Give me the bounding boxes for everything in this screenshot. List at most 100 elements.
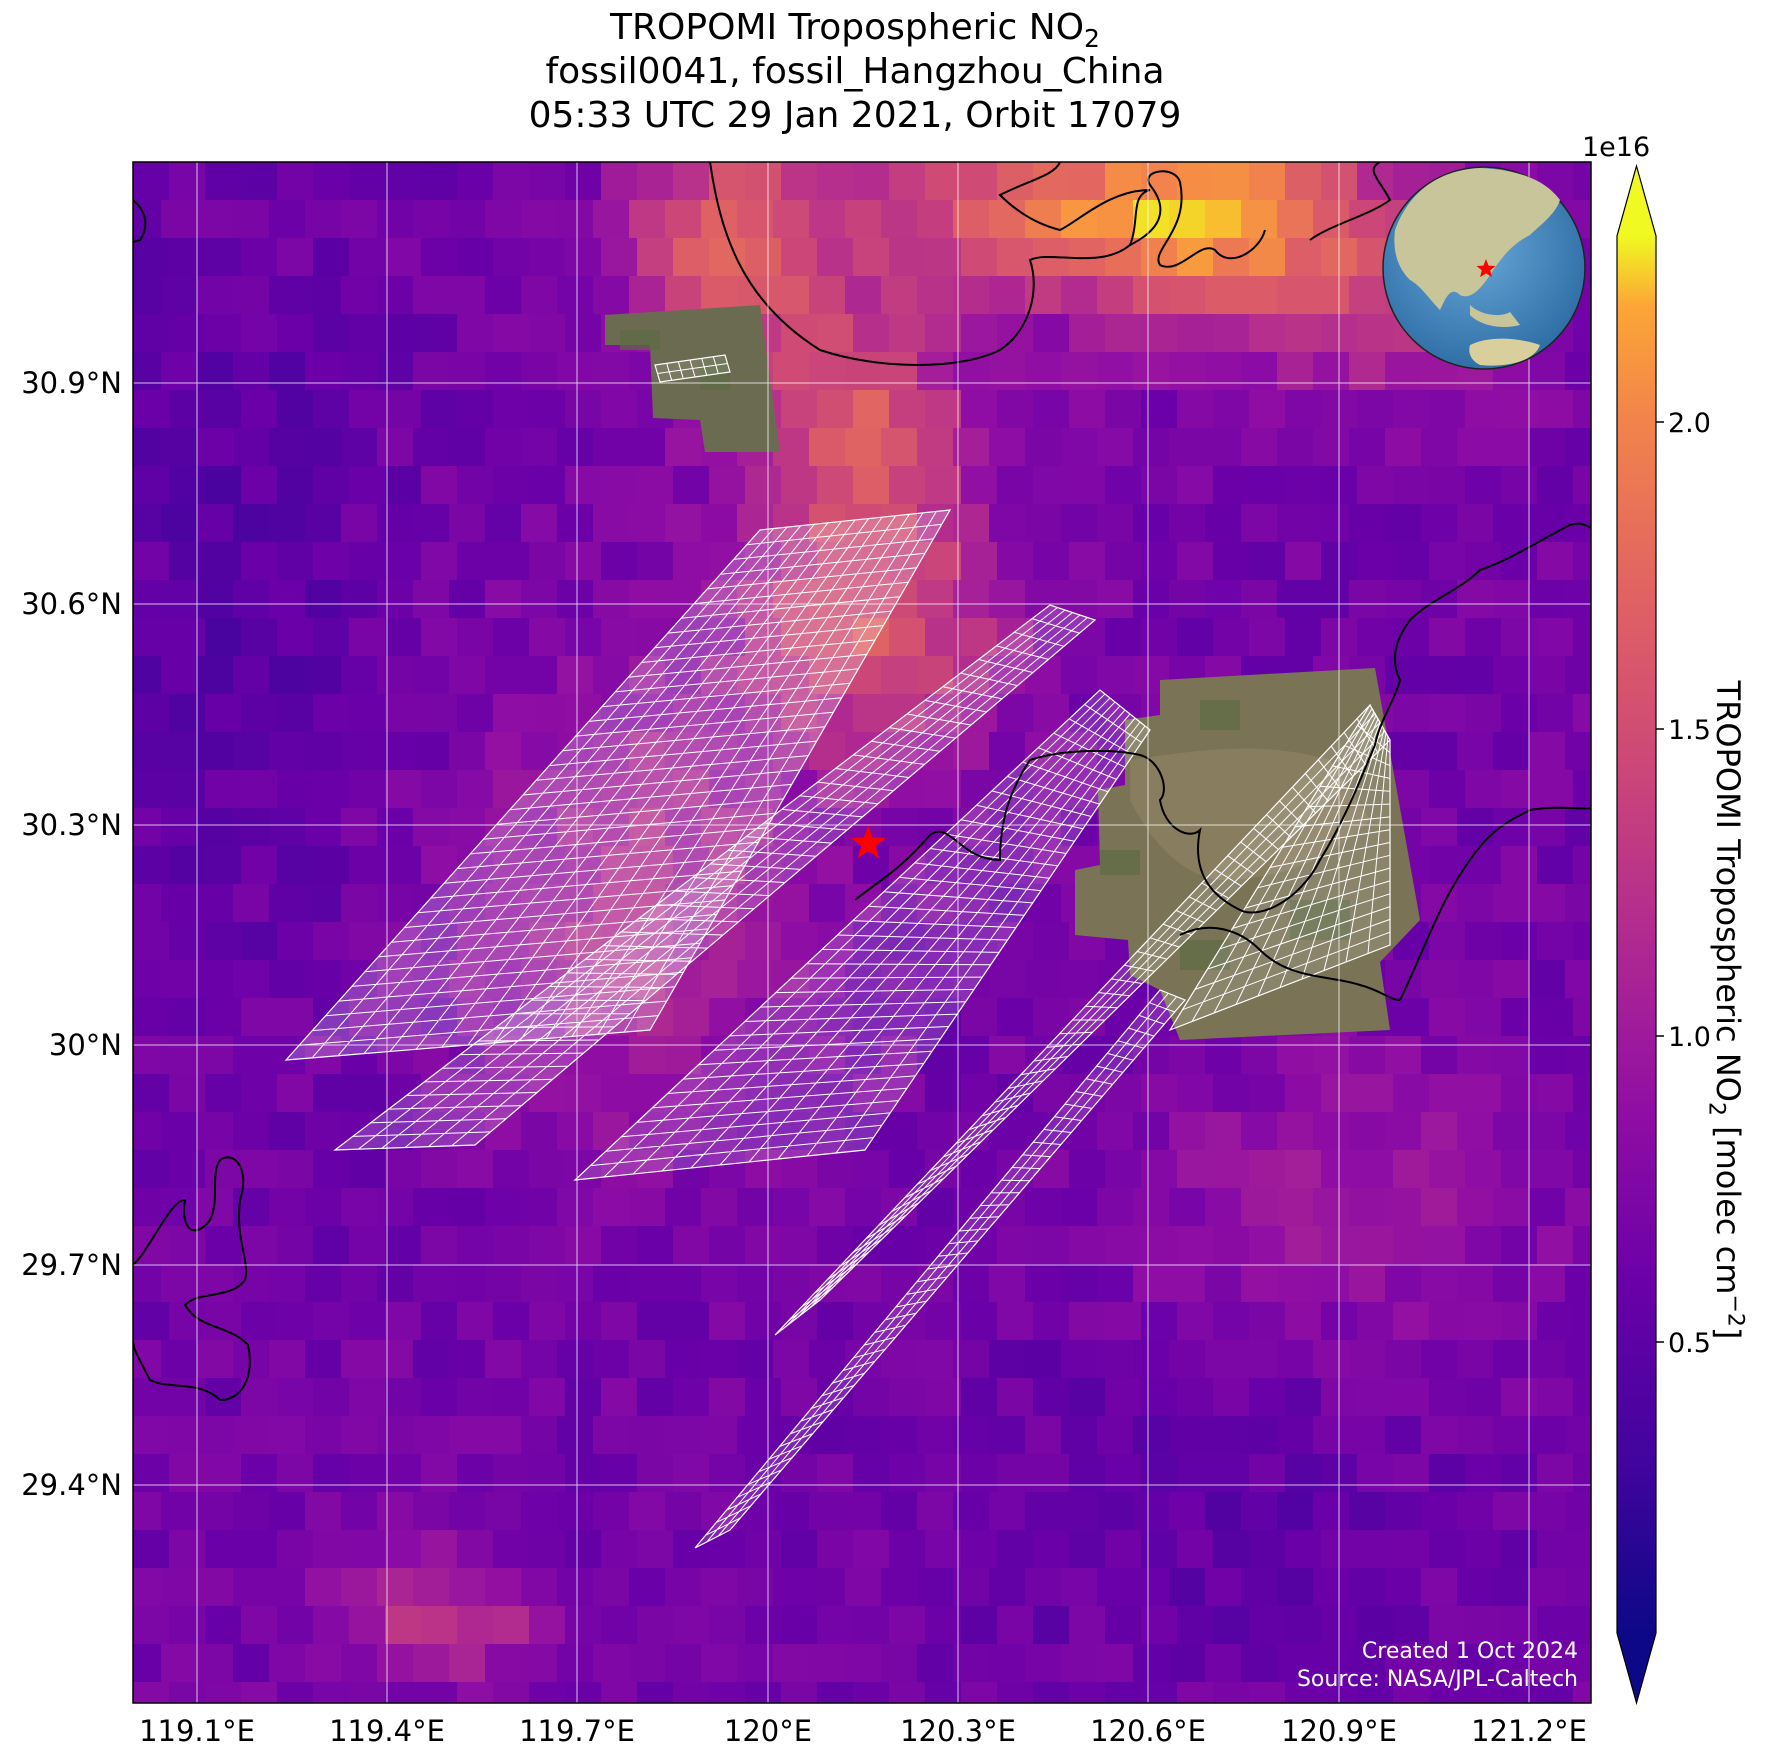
x-tick-label: 119.1°E [139,1714,255,1748]
no2-pixel [1393,1074,1430,1113]
no2-pixel [385,618,422,657]
no2-pixel [997,1378,1034,1417]
no2-pixel [349,694,386,733]
no2-pixel [313,694,350,733]
no2-pixel [781,162,818,201]
no2-pixel [925,542,962,581]
footprint-swath-1 [284,509,952,1061]
no2-pixel [449,352,486,391]
no2-pixel [1421,504,1458,543]
no2-pixel [1105,1226,1142,1265]
no2-pixel [1501,1074,1538,1113]
no2-pixel [1169,1568,1206,1607]
no2-pixel [241,618,278,657]
no2-pixel [133,1150,170,1189]
x-tick-label: 121.2°E [1471,1714,1587,1748]
no2-pixel [1537,390,1574,429]
no2-pixel [1465,1378,1502,1417]
no2-pixel [961,846,998,885]
no2-pixel [169,1454,206,1493]
no2-pixel [1169,352,1206,391]
no2-pixel [961,542,998,581]
no2-pixel [1061,960,1098,999]
no2-pixel [197,656,234,695]
no2-pixel [989,1644,1026,1683]
no2-pixel [989,1568,1026,1607]
no2-pixel [881,504,918,543]
no2-pixel [953,1264,990,1303]
no2-pixel [565,1074,602,1113]
no2-pixel [1429,694,1466,733]
no2-pixel [241,238,278,277]
no2-pixel [1285,1378,1322,1417]
no2-pixel [1205,1264,1242,1303]
no2-pixel [205,618,242,657]
no2-pixel [1241,1416,1278,1455]
no2-pixel [845,1644,882,1683]
no2-pixel [1033,1682,1070,1703]
colorbar-extend-max [1617,166,1656,236]
no2-pixel [1537,542,1574,581]
no2-pixel [313,1606,350,1645]
no2-pixel [1565,1036,1591,1075]
no2-pixel [485,1188,522,1227]
no2-pixel [1393,694,1430,733]
no2-pixel [133,1302,170,1341]
no2-pixel [449,428,486,467]
no2-pixel [1249,1530,1286,1569]
no2-pixel [1457,1340,1494,1379]
no2-pixel [1249,466,1286,505]
no2-pixel [305,656,342,695]
no2-pixel [1277,1568,1314,1607]
no2-pixel [1285,542,1322,581]
no2-pixel [1169,428,1206,467]
no2-pixel [205,694,242,733]
no2-pixel [305,200,342,239]
no2-pixel [1501,846,1538,885]
no2-pixel [449,1188,486,1227]
no2-pixel [413,352,450,391]
no2-pixel [809,200,846,239]
no2-pixel [1537,770,1574,809]
no2-pixel [169,542,206,581]
no2-pixel [1105,1074,1142,1113]
no2-pixel [377,352,414,391]
x-tick-label: 120.9°E [1281,1714,1397,1748]
no2-pixel [493,542,530,581]
no2-pixel [485,656,522,695]
no2-pixel [1313,1644,1350,1683]
no2-pixel [205,1606,242,1645]
title-line-2: fossil0041, fossil_Hangzhou_China [545,51,1165,92]
no2-pixel [1249,314,1286,353]
no2-pixel [277,162,314,201]
no2-pixel [241,1682,278,1703]
no2-pixel [205,1074,242,1113]
no2-pixel [161,960,198,999]
no2-pixel [521,1568,558,1607]
no2-pixel [709,1606,746,1645]
no2-pixel [1465,542,1502,581]
no2-pixel [961,618,998,657]
no2-pixel [1565,352,1591,391]
no2-pixel [1421,732,1458,771]
globe-land-australia [1469,338,1540,366]
no2-pixel [421,1226,458,1265]
no2-pixel [917,1416,954,1455]
no2-pixel [1169,276,1206,315]
no2-pixel [917,656,954,695]
no2-pixel [197,808,234,847]
no2-pixel [205,162,242,201]
credit-source: Source: NASA/JPL-Caltech [1297,1667,1578,1692]
no2-pixel [917,1568,954,1607]
no2-pixel [961,1530,998,1569]
no2-pixel [1501,1302,1538,1341]
no2-pixel [1349,1568,1386,1607]
no2-pixel [953,1188,990,1227]
no2-pixel [1249,1226,1286,1265]
no2-pixel [305,1568,342,1607]
no2-pixel [1313,1264,1350,1303]
no2-pixel [313,1530,350,1569]
no2-pixel [161,428,198,467]
no2-pixel [133,1112,162,1151]
no2-pixel [953,1644,990,1683]
